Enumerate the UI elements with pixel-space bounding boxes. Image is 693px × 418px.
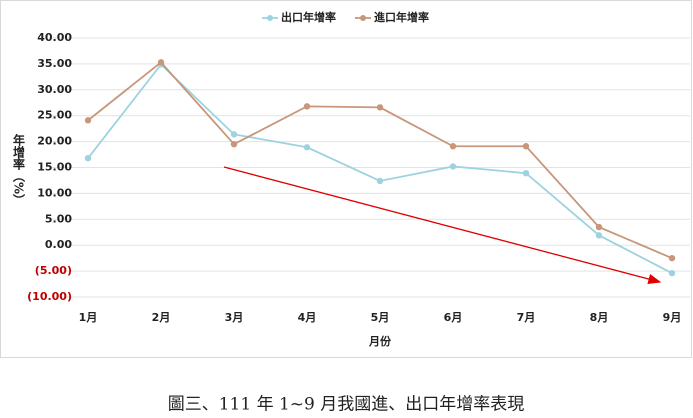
y-tick-label: 30.00: [37, 83, 72, 96]
y-tick-label: 20.00: [37, 135, 72, 148]
legend-label: 進口年增率: [374, 10, 429, 24]
y-tick-label: 40.00: [37, 31, 72, 44]
point: [668, 269, 676, 277]
chart-border: [0, 0, 692, 358]
point: [230, 131, 238, 138]
point: [303, 144, 311, 151]
point: [449, 163, 457, 170]
y-tick-label: 35.00: [37, 57, 72, 70]
y-tick-label: 25.00: [37, 109, 72, 122]
x-tick-label: 7月: [517, 311, 536, 324]
x-tick-label: 9月: [663, 311, 682, 324]
point: [522, 143, 530, 150]
point: [157, 59, 165, 66]
y-tick-label: (5.00): [35, 264, 72, 277]
point: [376, 104, 384, 111]
series-line: [87, 63, 673, 274]
x-tick-label: 2月: [152, 311, 171, 324]
x-tick-label: 1月: [79, 311, 98, 324]
y-tick-label: 0.00: [45, 238, 72, 251]
point: [449, 143, 457, 150]
y-tick-label: 15.00: [37, 161, 72, 174]
x-tick-label: 3月: [225, 311, 244, 324]
y-axis-label: 年增率（%）: [12, 133, 26, 206]
point: [84, 117, 92, 124]
x-tick-label: 6月: [444, 311, 463, 324]
point: [303, 103, 311, 110]
y-tick-label: 10.00: [37, 186, 72, 199]
legend-label: 出口年增率: [281, 10, 336, 24]
point: [522, 169, 530, 177]
legend-marker: [267, 15, 273, 21]
y-tick-label: 5.00: [45, 212, 72, 225]
x-tick-label: 4月: [298, 311, 317, 324]
point: [84, 154, 92, 162]
x-tick-label: 5月: [371, 311, 390, 324]
caption: 圖三、111 年 1~9 月我國進、出口年增率表現: [168, 395, 525, 415]
trend-arrow: [223, 166, 662, 285]
legend-marker: [360, 15, 366, 21]
point: [668, 254, 676, 262]
x-tick-label: 8月: [590, 311, 609, 324]
point: [230, 140, 238, 148]
series-line: [87, 61, 673, 259]
x-axis-label: 月份: [368, 334, 392, 348]
point: [595, 232, 603, 239]
y-tick-label: (10.00): [27, 290, 72, 303]
point: [595, 223, 603, 231]
point: [376, 177, 384, 185]
